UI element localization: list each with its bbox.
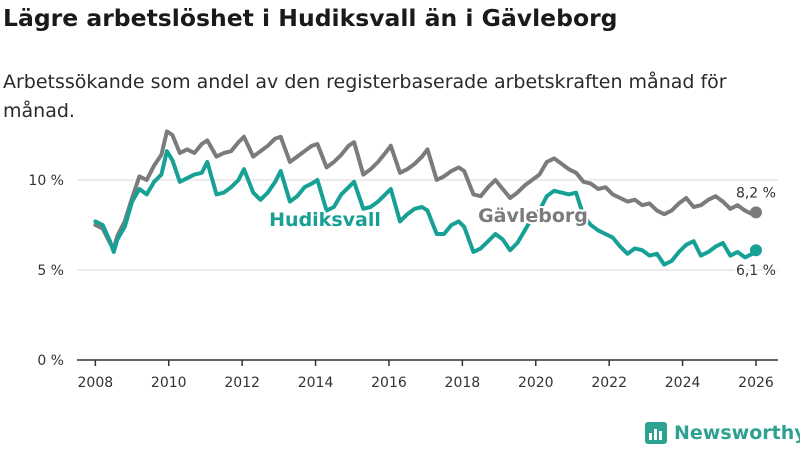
- end-value-label-gavleborg: 8,2 %: [736, 185, 776, 201]
- series-label-gavleborg: Gävleborg: [478, 205, 588, 227]
- y-tick-label: 5 %: [37, 263, 64, 279]
- series-line-hudiksvall: [93, 149, 758, 267]
- x-tick-label: 2026: [738, 375, 774, 391]
- series-label-hudiksvall: Hudiksvall: [269, 209, 381, 231]
- x-tick-label: 2010: [151, 375, 187, 391]
- brand-name: Newsworthy: [674, 422, 800, 444]
- endpoint-marker-hudiksvall: [749, 244, 762, 257]
- x-tick-label: 2020: [518, 375, 554, 391]
- series-lines: [93, 129, 762, 267]
- x-tick-label: 2008: [78, 375, 114, 391]
- series-line-gävleborg: [93, 129, 758, 251]
- series-labels: Gävleborg Hudiksvall 8,2 % 6,1 %: [267, 183, 778, 281]
- x-tick-label: 2012: [224, 375, 260, 391]
- end-value-label-hudiksvall: 6,1 %: [736, 263, 776, 279]
- newsworthy-logo: Newsworthy: [644, 420, 800, 446]
- x-axis: 2008 2010 2012 2014 2016 2018 2020 2022 2024 2026: [77, 359, 778, 391]
- x-tick-label: 2022: [591, 375, 627, 391]
- x-tick-label: 2024: [665, 375, 701, 391]
- endpoint-marker-gävleborg: [749, 206, 762, 219]
- chart-title: Lägre arbetslöshet i Hudiksvall än i Gäv…: [3, 4, 618, 32]
- chart-subtitle: Arbetssökande som andel av den registerb…: [3, 71, 727, 122]
- x-tick-label: 2018: [445, 375, 481, 391]
- y-axis-tick-labels: 0 % 5 % 10 %: [28, 173, 64, 369]
- gridlines: [77, 179, 778, 271]
- x-tick-label: 2016: [371, 375, 407, 391]
- line-chart: 0 %5 %10 % 2008 2010 2012 2014 2016 2018 2020 2…: [28, 129, 778, 391]
- y-tick-label: 10 %: [28, 173, 64, 189]
- x-tick-label: 2014: [298, 375, 334, 391]
- y-tick-label: 0 %: [37, 353, 64, 369]
- newsworthy-logo-icon: [645, 422, 667, 444]
